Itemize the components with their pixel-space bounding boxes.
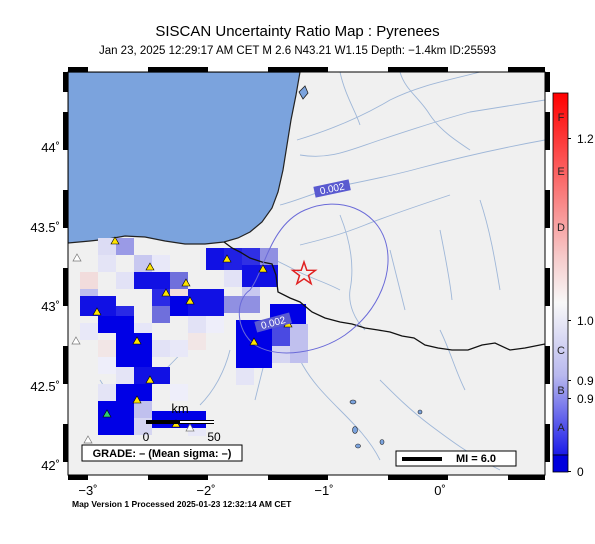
colorbar-value: 0.9 — [577, 392, 594, 406]
lat-tick-label: 43˚ — [41, 299, 60, 314]
mi-legend-box — [395, 450, 517, 467]
scale-unit: km — [171, 401, 188, 416]
lakes — [349, 399, 423, 449]
lat-tick-label: 44˚ — [41, 140, 60, 155]
colorbar — [552, 92, 571, 473]
colorbar-value: 1.2 — [577, 132, 594, 146]
lon-tick-label: −2˚ — [196, 483, 215, 498]
colorbar-letter: A — [557, 422, 565, 434]
uncertainty-grid — [80, 238, 308, 436]
national-border — [223, 241, 545, 351]
sea-bay-of-biscay — [68, 72, 301, 245]
coastal-lagoon — [298, 85, 309, 100]
lon-tick-label: −1˚ — [314, 483, 333, 498]
rivers — [99, 72, 545, 471]
lat-tick-label: 42.5˚ — [30, 379, 60, 394]
mi-legend-line — [402, 457, 442, 461]
colorbar-letter: C — [557, 345, 565, 357]
frame-ticks — [63, 67, 550, 480]
contour-label-1: 0.002 — [313, 179, 351, 198]
scale-bar-segment — [180, 421, 214, 423]
scale-end: 50 — [207, 430, 221, 444]
colorbar-letter: F — [558, 112, 565, 124]
inactive-stations — [71, 253, 195, 444]
map-area — [68, 72, 545, 475]
seismic-stations — [92, 236, 293, 428]
colorbar-value: 0.9 — [577, 374, 594, 388]
mi-legend-text: MI = 6.0 — [456, 453, 496, 465]
colorbar-letter: B — [557, 385, 564, 397]
map-title: SISCAN Uncertainty Ratio Map : Pyrenees — [155, 23, 440, 40]
contour-0-002 — [238, 203, 389, 354]
colorbar-letter: D — [557, 222, 565, 234]
colorbar-value: 0 — [577, 465, 584, 479]
grade-text: GRADE: – (Mean sigma: –) — [93, 448, 232, 460]
lat-tick-label: 43.5˚ — [30, 220, 60, 235]
colorbar-letter: E — [557, 166, 564, 178]
station-green — [102, 409, 112, 418]
event-subtitle: Jan 23, 2025 12:29:17 AM CET M 2.6 N43.2… — [98, 45, 497, 57]
lon-tick-label: 0˚ — [434, 483, 446, 498]
epicenter-star — [290, 259, 318, 286]
colorbar-value: 1.0 — [577, 314, 594, 328]
lat-tick-label: 42˚ — [41, 458, 60, 473]
processing-footer: Map Version 1 Processed 2025-01-23 12:32… — [72, 499, 292, 509]
grade-box — [81, 444, 243, 462]
lon-tick-label: −3˚ — [78, 483, 97, 498]
svg-text:0.002: 0.002 — [319, 181, 346, 197]
scale-start: 0 — [143, 430, 150, 444]
